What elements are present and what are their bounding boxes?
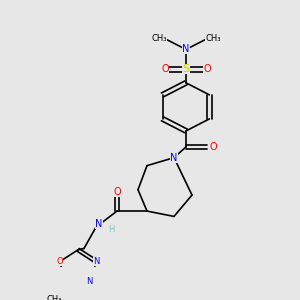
- Text: CH₃: CH₃: [47, 296, 62, 300]
- Text: N: N: [170, 153, 178, 163]
- Text: CH₃: CH₃: [151, 34, 167, 43]
- Text: H: H: [108, 225, 114, 234]
- Text: S: S: [182, 64, 190, 74]
- Text: N: N: [86, 277, 93, 286]
- Text: O: O: [209, 142, 217, 152]
- Text: N: N: [93, 257, 100, 266]
- Text: N: N: [182, 44, 190, 54]
- Text: O: O: [161, 64, 169, 74]
- Text: O: O: [203, 64, 211, 74]
- Text: N: N: [95, 219, 103, 230]
- Text: O: O: [56, 257, 63, 266]
- Text: CH₃: CH₃: [205, 34, 221, 43]
- Text: O: O: [113, 188, 121, 197]
